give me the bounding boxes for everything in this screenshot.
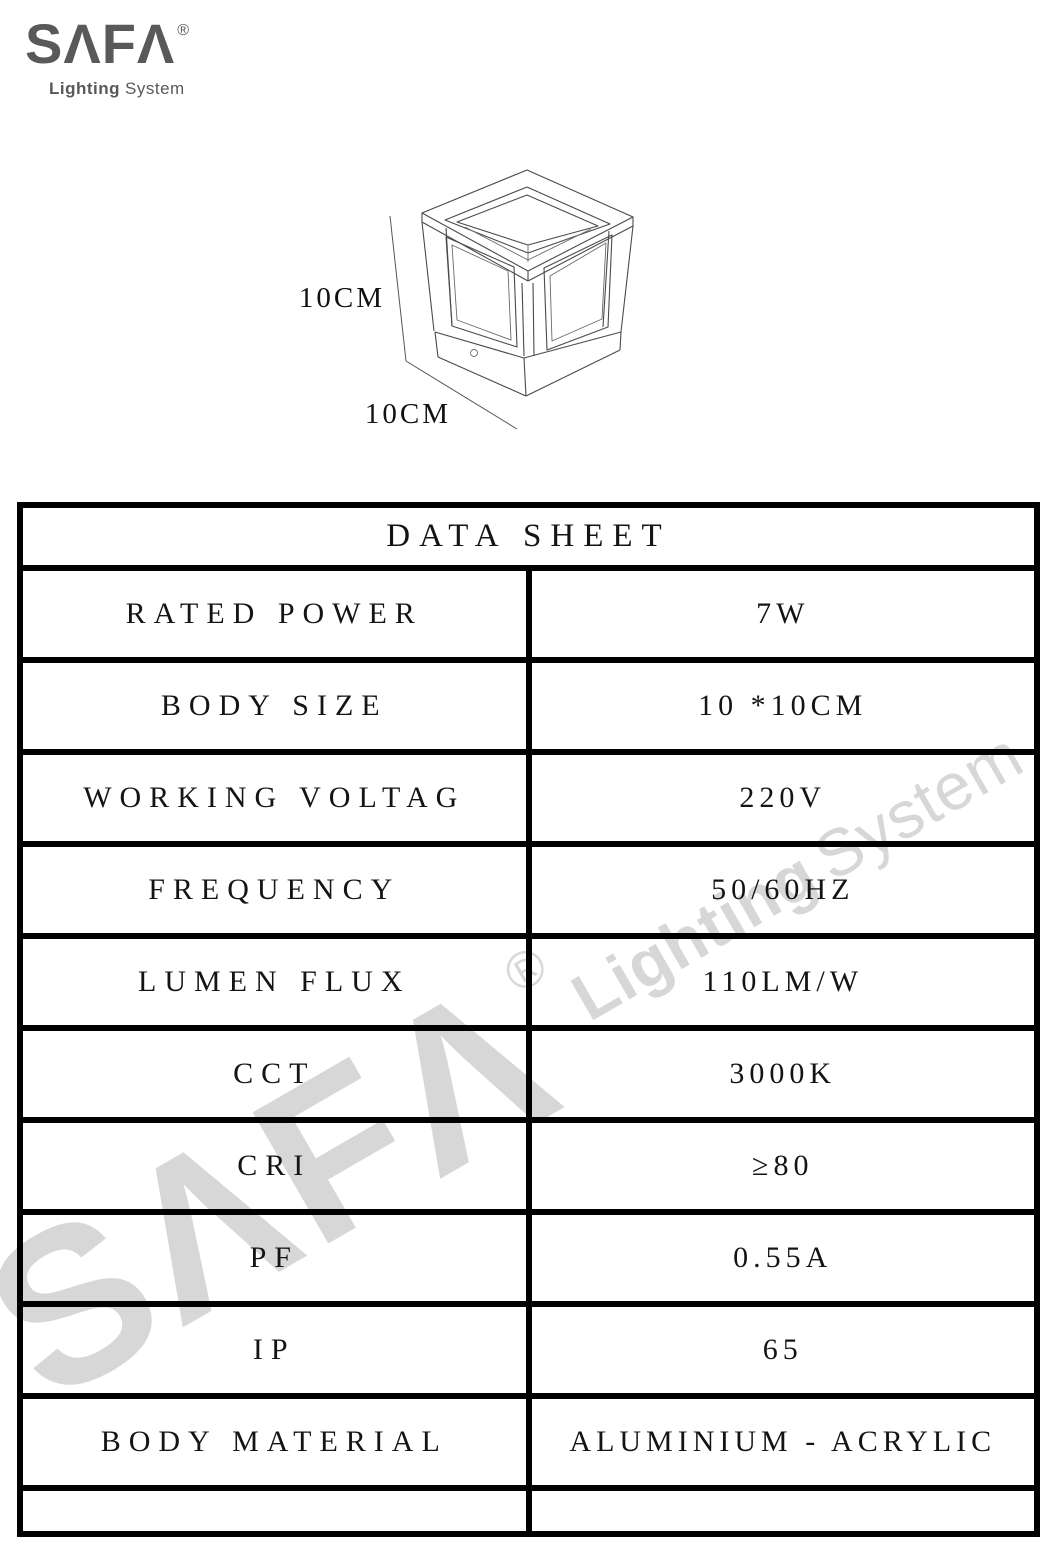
spec-label: CRI [17,1117,532,1215]
table-row: IP 65 [17,1301,1040,1399]
logo-brand-text: SΛFΛ ® [25,16,189,72]
table-row: PF 0.55A [17,1209,1040,1307]
logo-tagline-bold: Lighting [49,79,121,98]
table-row: BODY MATERIAL ALUMINIUM - ACRYLIC [17,1393,1040,1491]
table-row: BODY SIZE 10 *10CM [17,657,1040,755]
spec-label: BODY MATERIAL [17,1393,532,1491]
spec-label: PF [17,1209,532,1307]
width-dimension-line [405,360,518,430]
table-title: DATA SHEET [17,502,1040,571]
table-row: WORKING VOLTAG 220V [17,749,1040,847]
spec-value: ≥80 [525,1117,1040,1215]
brand-logo: SΛFΛ ® Lighting System [25,16,189,99]
spec-value: 7W [525,565,1040,663]
spec-value: 3000K [525,1025,1040,1123]
dimension-height-label: 10CM [300,282,385,314]
table-row: CCT 3000K [17,1025,1040,1123]
cube-lines [421,169,634,397]
cube-wireframe-drawing: 10CM 10CM [300,169,634,430]
height-dimension-line [389,215,407,362]
logo-brand-letters: SΛFΛ [25,12,176,75]
spec-value: 65 [525,1301,1040,1399]
spec-label: WORKING VOLTAG [17,749,532,847]
table-row-clipped [17,1485,1040,1537]
spec-label: RATED POWER [17,565,532,663]
spec-table: DATA SHEET RATED POWER 7W BODY SIZE 10 *… [17,502,1040,1537]
spec-value: 10 *10CM [525,657,1040,755]
spec-label: BODY SIZE [17,657,532,755]
spec-label: CCT [17,1025,532,1123]
spec-label: IP [17,1301,532,1399]
dimension-lines [389,215,518,430]
table-row: FREQUENCY 50/60HZ [17,841,1040,939]
registered-mark-icon: ® [177,22,190,39]
product-diagram: 10CM 10CM [300,150,720,450]
table-row: CRI ≥80 [17,1117,1040,1215]
spec-value: 220V [525,749,1040,847]
spec-value: ALUMINIUM - ACRYLIC [525,1393,1040,1491]
datasheet-page: { "logo": { "brand": "SAFA", "brand_disp… [0,15,1040,1537]
logo-tagline-rest: System [125,79,185,98]
clipped-cell [525,1485,1040,1537]
spec-label: LUMEN FLUX [17,933,532,1031]
spec-value: 110LM/W [525,933,1040,1031]
table-row: LUMEN FLUX 110LM/W [17,933,1040,1031]
dimension-width-label: 10CM [365,398,451,430]
spec-value: 0.55A [525,1209,1040,1307]
table-title-row: DATA SHEET [17,502,1040,571]
logo-tagline: Lighting System [49,79,189,99]
spec-value: 50/60HZ [525,841,1040,939]
clipped-cell [17,1485,532,1537]
spec-label: FREQUENCY [17,841,532,939]
table-row: RATED POWER 7W [17,565,1040,663]
